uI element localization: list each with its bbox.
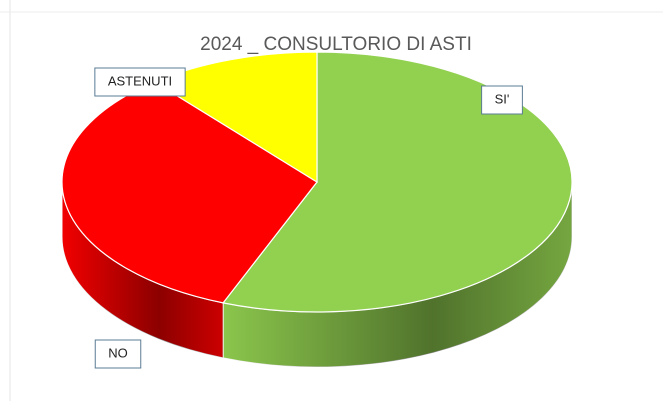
pie	[61, 51, 573, 368]
data-label-box	[94, 339, 142, 369]
data-label: SI'	[495, 91, 510, 106]
slice-side-shade	[62, 182, 224, 358]
data-label-box	[94, 67, 186, 97]
labels: SI' NO ASTENUTI	[94, 67, 523, 369]
chart-title: 2024 _ CONSULTORIO DI ASTI	[200, 34, 472, 55]
slice-side-shade	[223, 182, 572, 367]
slice	[222, 51, 573, 313]
data-label: ASTENUTI	[108, 73, 172, 88]
data-label: NO	[108, 345, 128, 360]
slice	[61, 81, 318, 304]
data-label-box	[481, 85, 523, 115]
